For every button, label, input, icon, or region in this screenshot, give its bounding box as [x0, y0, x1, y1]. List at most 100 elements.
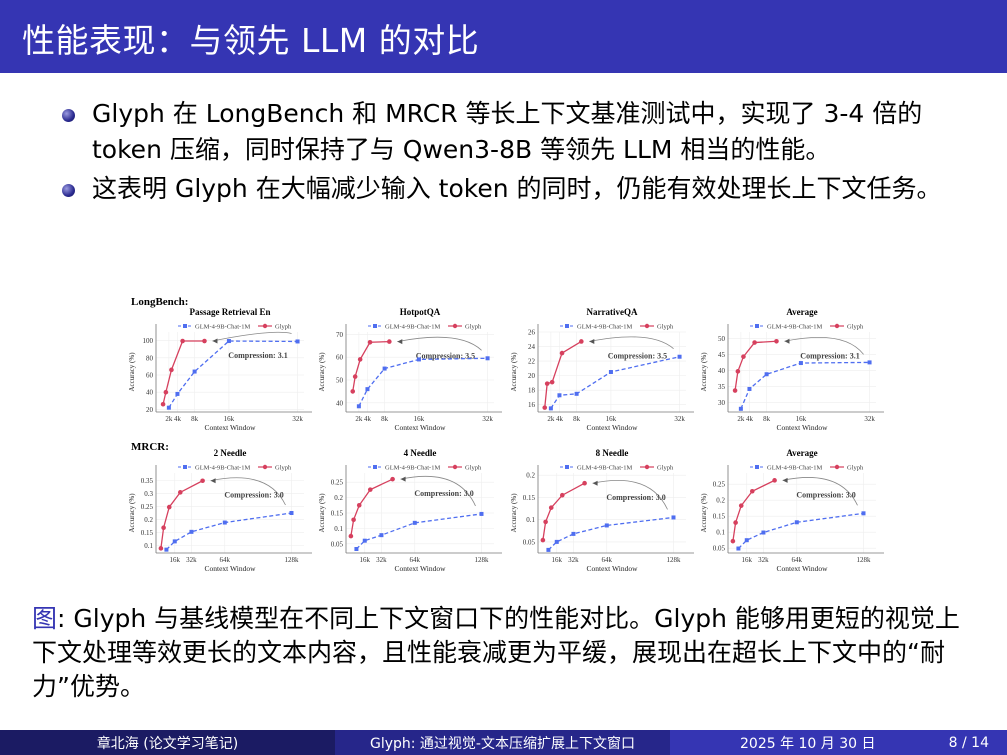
x-tick-label: 4k: [174, 415, 182, 423]
y-tick-label: 30: [718, 399, 726, 407]
x-tick-label: 2k: [737, 415, 745, 423]
glyph-series-line: [734, 340, 777, 391]
glm-data-point: [604, 523, 609, 528]
legend-glyph-label: Glyph: [657, 324, 674, 331]
x-tick-label: 16k: [170, 556, 181, 564]
glm-data-point: [485, 356, 490, 361]
x-tick-label: 2k: [355, 415, 363, 423]
x-tick-label: 8k: [763, 415, 771, 423]
y-axis-label: Accuracy (%): [510, 352, 518, 392]
y-tick-label: 0.15: [331, 510, 344, 518]
glm-data-point: [671, 515, 676, 520]
glm-data-point: [571, 531, 576, 536]
legend-glyph-label: Glyph: [657, 465, 674, 472]
legend-glm-label: GLM-4-9B-Chat-1M: [385, 324, 440, 331]
x-tick-label: 16k: [224, 415, 235, 423]
glyph-data-point: [549, 379, 555, 385]
arrow-head-icon: [592, 480, 598, 486]
glm-data-point: [744, 538, 749, 543]
x-tick-label: 32k: [674, 415, 685, 423]
x-tick-label: 16k: [552, 556, 563, 564]
footer-date-page: 2025 年 10 月 30 日 8 / 14: [670, 730, 1007, 755]
y-tick-label: 0.1: [716, 529, 725, 537]
glyph-data-point: [158, 546, 164, 551]
y-tick-label: 40: [146, 389, 154, 397]
y-tick-label: 50: [336, 377, 344, 385]
chart-panel: 4 Needle 0.05 0.1 0.15 0.2 0.25 16k 32k 64k 128k C…: [318, 448, 502, 573]
footer-title: Glyph: 通过视觉-文本压缩扩展上下文窗口: [335, 730, 670, 755]
x-tick-label: 2k: [165, 415, 173, 423]
glyph-series-line: [350, 478, 393, 537]
y-axis-label: Accuracy (%): [128, 352, 136, 392]
x-tick-label: 32k: [482, 415, 493, 423]
x-tick-label: 64k: [220, 556, 231, 564]
glyph-data-point: [741, 354, 746, 359]
chart-panel: Passage Retrieval En 20 40 60 80 100 2k 4k 8k 16k…: [128, 307, 312, 432]
compression-annotation: Compression: 3.1: [228, 351, 287, 360]
glm-data-point: [354, 547, 359, 551]
glm-data-point: [365, 387, 370, 392]
legend-glyph-label: Glyph: [847, 465, 864, 472]
compression-arrow: [397, 336, 482, 351]
y-tick-label: 20: [528, 372, 536, 380]
glm-data-point: [747, 386, 752, 391]
glyph-data-point: [738, 503, 744, 508]
y-tick-label: 45: [718, 351, 726, 359]
glyph-data-point: [579, 339, 584, 344]
chart-title: NarrativeQA: [587, 307, 638, 317]
glm-data-point: [794, 520, 799, 525]
glyph-data-point: [774, 338, 779, 344]
y-tick-label: 40: [718, 367, 726, 375]
x-tick-label: 4k: [364, 415, 372, 423]
legend-glm-marker: [373, 324, 377, 328]
legend-glyph-label: Glyph: [465, 324, 482, 331]
y-tick-label: 0.2: [334, 494, 343, 502]
y-tick-label: 0.1: [526, 516, 535, 524]
legend-glm-marker: [755, 324, 759, 328]
compression-annotation: Compression: 3.1: [800, 351, 859, 360]
x-tick-label: 8k: [381, 415, 389, 423]
glyph-series-line: [542, 482, 585, 541]
x-tick-label: 64k: [602, 556, 613, 564]
caption-text: : Glyph 与基线模型在不同上下文窗口下的性能对比。Glyph 能够用更短的…: [32, 604, 960, 701]
x-tick-label: 64k: [792, 556, 803, 564]
caption-label: 图: [32, 604, 58, 633]
bullet-text: 这表明 Glyph 在大幅减少输入 token 的同时，仍能有效处理长上下文任务…: [92, 174, 942, 203]
arrow-head-icon: [589, 338, 595, 344]
glm-data-point: [546, 547, 551, 552]
glyph-data-point: [161, 525, 166, 531]
legend-glm-marker: [373, 465, 377, 469]
glm-series-line: [168, 340, 298, 409]
y-tick-label: 24: [528, 343, 536, 351]
legend-glm-marker: [183, 465, 187, 469]
chart-panel: Average 0.05 0.1 0.15 0.2 0.25 16k 32k 64k 128k Co…: [700, 448, 884, 573]
glyph-data-point: [387, 339, 392, 344]
x-tick-label: 32k: [292, 415, 303, 423]
chart-title: Passage Retrieval En: [190, 307, 271, 317]
y-axis-label: Accuracy (%): [128, 493, 136, 533]
legend-glyph-marker: [262, 323, 268, 329]
legend-glyph-label: Glyph: [275, 324, 292, 331]
slide-header: 性能表现：与领先 LLM 的对比: [0, 0, 1007, 73]
y-tick-label: 35: [718, 383, 726, 391]
chart-title: 8 Needle: [596, 448, 629, 458]
legend-glyph-marker: [644, 323, 650, 329]
x-axis-label: Context Window: [586, 564, 638, 573]
compression-annotation: Compression: 3.0: [796, 490, 855, 499]
bullet-text: Glyph 在 LongBench 和 MRCR 等长上下文基准测试中，实现了 …: [92, 99, 923, 164]
compression-annotation: Compression: 3.0: [606, 493, 665, 502]
compression-annotation: Compression: 3.0: [414, 489, 473, 498]
chart-panel: NarrativeQA 16 18 20 22 24 26 2k 4k 8k 16k 32k Conte…: [510, 307, 694, 432]
glyph-data-point: [543, 519, 548, 525]
y-tick-label: 60: [336, 354, 344, 362]
arrow-head-icon: [782, 477, 788, 483]
glyph-data-point: [735, 369, 741, 374]
legend-glm-label: GLM-4-9B-Chat-1M: [577, 324, 632, 331]
glyph-data-point: [732, 388, 738, 393]
legend-glyph-marker: [262, 464, 268, 470]
x-tick-label: 32k: [186, 556, 197, 564]
x-axis-label: Context Window: [204, 423, 256, 432]
compression-arrow: [400, 475, 476, 507]
glm-data-point: [226, 339, 231, 344]
glm-data-point: [222, 520, 227, 525]
